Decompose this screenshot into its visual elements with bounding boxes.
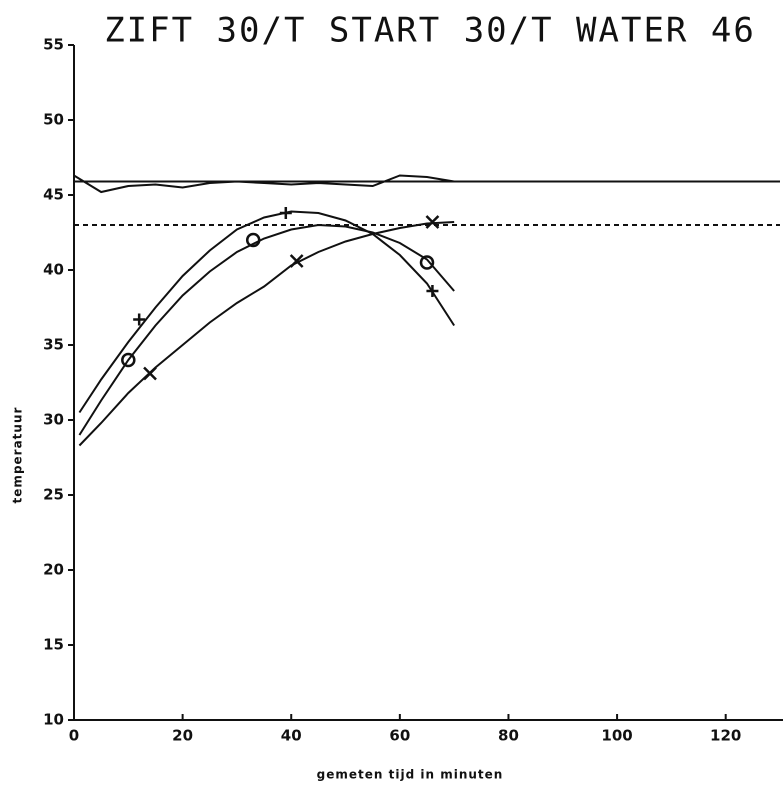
y-tick-label: 50 xyxy=(43,111,64,129)
y-tick-label: 45 xyxy=(43,186,64,204)
y-tick-label: 40 xyxy=(43,261,64,279)
marker xyxy=(279,207,292,219)
series-line xyxy=(78,223,455,436)
x-tick-label: 100 xyxy=(601,727,632,745)
series-line xyxy=(78,210,455,414)
y-tick-label: 15 xyxy=(43,636,64,654)
y-tick-label: 10 xyxy=(43,711,64,729)
y-tick-label: 30 xyxy=(43,411,64,429)
series-line xyxy=(73,174,455,194)
y-tick-label: 20 xyxy=(43,561,64,579)
x-tick-label: 20 xyxy=(172,727,193,745)
x-tick-label: 0 xyxy=(69,727,79,745)
chart-title: ZIFT 30/T START 30/T WATER 46 xyxy=(104,11,756,51)
x-tick-label: 40 xyxy=(281,727,302,745)
y-axis-label: temperatuur xyxy=(11,407,25,504)
marker xyxy=(245,232,261,248)
marker xyxy=(133,313,146,326)
series-line xyxy=(78,221,455,447)
marker xyxy=(289,254,304,268)
marker xyxy=(143,366,157,381)
x-tick-label: 80 xyxy=(498,727,519,745)
marker xyxy=(121,352,136,368)
marker xyxy=(425,215,440,229)
x-tick-label: 60 xyxy=(389,727,410,745)
y-tick-label: 35 xyxy=(43,336,64,354)
y-tick-label: 25 xyxy=(43,486,64,504)
x-axis-label: gemeten tijd in minuten xyxy=(317,768,504,782)
x-tick-label: 120 xyxy=(710,727,741,745)
marker xyxy=(419,255,435,270)
y-tick-label: 55 xyxy=(43,36,64,54)
marker xyxy=(426,285,439,297)
